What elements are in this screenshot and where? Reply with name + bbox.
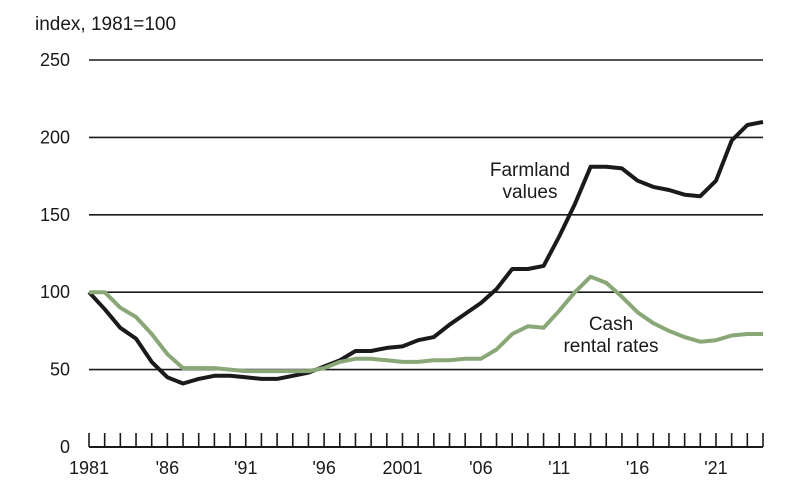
- x-tick-label: '11: [548, 458, 570, 478]
- y-tick-label: 200: [40, 127, 70, 147]
- series-line-cash-rental-rates: [89, 274, 763, 374]
- y-tick-label: 100: [40, 282, 70, 302]
- x-axis: [88, 433, 764, 448]
- x-tick-label: '96: [312, 458, 335, 478]
- series-lines: [87, 119, 764, 386]
- annotation-line: Cash: [589, 314, 633, 335]
- y-tick-label: 0: [60, 437, 70, 457]
- x-tick-label: '16: [626, 458, 649, 478]
- y-tick-label: 50: [50, 360, 70, 380]
- x-tick-labels: 1981 '86 '91 '96 2001 '06 '11 '16 '21: [69, 458, 728, 478]
- series-line-farmland-values: [87, 119, 764, 386]
- x-tick-label: '06: [469, 458, 492, 478]
- annotation-line: rental rates: [563, 336, 658, 357]
- y-axis-label: index, 1981=100: [35, 14, 176, 35]
- y-tick-labels: 0 50 100 150 200 250: [40, 50, 70, 457]
- x-tick-label: 2001: [382, 458, 422, 478]
- x-tick-label: 1981: [69, 458, 109, 478]
- grid: [89, 59, 763, 371]
- x-tick-label: '86: [156, 458, 179, 478]
- y-tick-label: 250: [40, 50, 70, 70]
- annotation-line: values: [503, 182, 558, 203]
- x-tick-label: '21: [704, 458, 727, 478]
- annotation-line: Farmland: [490, 160, 570, 181]
- x-tick-label: '91: [234, 458, 257, 478]
- y-tick-label: 150: [40, 205, 70, 225]
